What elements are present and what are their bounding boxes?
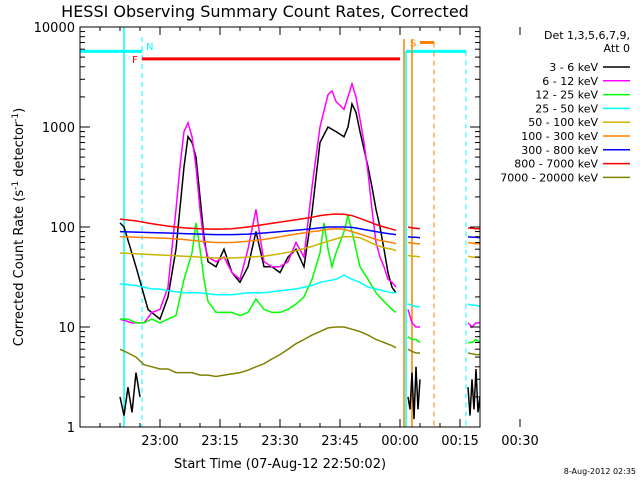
series-line-3-segment-1 xyxy=(467,303,480,308)
series-line-6-segment-0 xyxy=(407,235,421,239)
series-line-8-segment-1 xyxy=(467,352,480,356)
legend-label-0: 3 - 6 keV xyxy=(549,61,598,74)
x-tick-label-1: 23:15 xyxy=(201,434,238,449)
y-axis: 1 10 100 1000 10000 xyxy=(34,21,480,436)
series-line-5-segment-1 xyxy=(467,241,480,245)
series-line-7-segment-1 xyxy=(467,227,480,230)
plot-frame xyxy=(79,26,481,428)
series-line-3 xyxy=(119,274,396,296)
x-tick-label-2: 23:30 xyxy=(261,434,298,449)
y-tick-label-2: 100 xyxy=(50,221,75,236)
y-tick-label-1: 10 xyxy=(58,321,75,336)
series-line-1-segment-0 xyxy=(407,309,420,328)
legend-label-2: 12 - 25 keV xyxy=(535,89,598,102)
y-tick-label-3: 1000 xyxy=(42,121,75,136)
legend-label-1: 6 - 12 keV xyxy=(542,75,598,88)
x-tick-label-6: 00:30 xyxy=(501,434,538,449)
series-line-6 xyxy=(119,226,397,236)
plot-area: N S F xyxy=(80,27,480,427)
series-line-0 xyxy=(119,101,397,321)
series-line-4-segment-0 xyxy=(407,254,421,258)
series-line-2 xyxy=(120,215,397,324)
series-line-6-segment-1 xyxy=(467,235,480,239)
y-tick-label-4: 10000 xyxy=(34,21,75,36)
series-line-2-segment-1 xyxy=(468,338,480,344)
x-tick-label-3: 23:45 xyxy=(321,434,358,449)
y-tick-label-0: 1 xyxy=(67,421,75,436)
legend-label-6: 300 - 800 keV xyxy=(521,144,598,157)
series-line-3-segment-0 xyxy=(407,303,420,308)
flare-label: F xyxy=(132,55,138,66)
legend-label-4: 50 - 100 keV xyxy=(528,116,598,129)
legend-label-5: 100 - 300 keV xyxy=(521,130,598,143)
x-axis: 23:00 23:15 23:30 23:45 00:00 00:15 00:30 xyxy=(79,27,539,449)
series-line-5-segment-0 xyxy=(407,241,420,245)
y-axis-label-mid: detector xyxy=(12,121,27,181)
series-line-8 xyxy=(119,326,397,378)
legend-label-8: 7000 - 20000 keV xyxy=(500,171,598,184)
saa-label: S xyxy=(410,38,416,49)
footer-timestamp: 8-Aug-2012 02:35 xyxy=(564,467,636,476)
x-tick-label-5: 00:15 xyxy=(441,434,478,449)
chart-title: HESSI Observing Summary Count Rates, Cor… xyxy=(61,2,469,21)
y-axis-label-end: ) xyxy=(12,108,27,113)
series-line-0-segment-1 xyxy=(407,366,421,420)
legend-label-7: 800 - 7000 keV xyxy=(514,158,598,171)
y-axis-label-sup2: -1 xyxy=(11,113,21,122)
series-line-1 xyxy=(119,81,397,324)
night-label: N xyxy=(146,42,153,53)
legend-header-line1: Det 1,3,5,6,7,9, xyxy=(544,29,630,42)
y-axis-label: Corrected Count Rate (s-1 detector-1) xyxy=(11,108,27,346)
legend-header-line2: Att 0 xyxy=(604,42,630,55)
series-line-5 xyxy=(119,228,397,245)
series-line-7 xyxy=(119,213,397,231)
y-axis-label-sup1: -1 xyxy=(11,181,21,190)
series-line-7-segment-0 xyxy=(407,226,421,230)
x-tick-label-4: 00:00 xyxy=(381,434,418,449)
legend-label-3: 25 - 50 keV xyxy=(535,102,598,115)
series-line-1-segment-1 xyxy=(467,322,480,329)
series-line-0-segment-2 xyxy=(467,368,480,416)
y-axis-label-main: Corrected Count Rate (s xyxy=(12,190,27,347)
series-line-0-segment-0 xyxy=(119,372,141,416)
series-group xyxy=(119,81,480,420)
series-line-2-segment-0 xyxy=(407,336,421,344)
series-line-4 xyxy=(119,235,397,259)
series-line-8-segment-0 xyxy=(407,348,420,354)
x-axis-label: Start Time (07-Aug-12 22:50:02) xyxy=(174,457,386,472)
x-tick-label-0: 23:00 xyxy=(141,434,178,449)
